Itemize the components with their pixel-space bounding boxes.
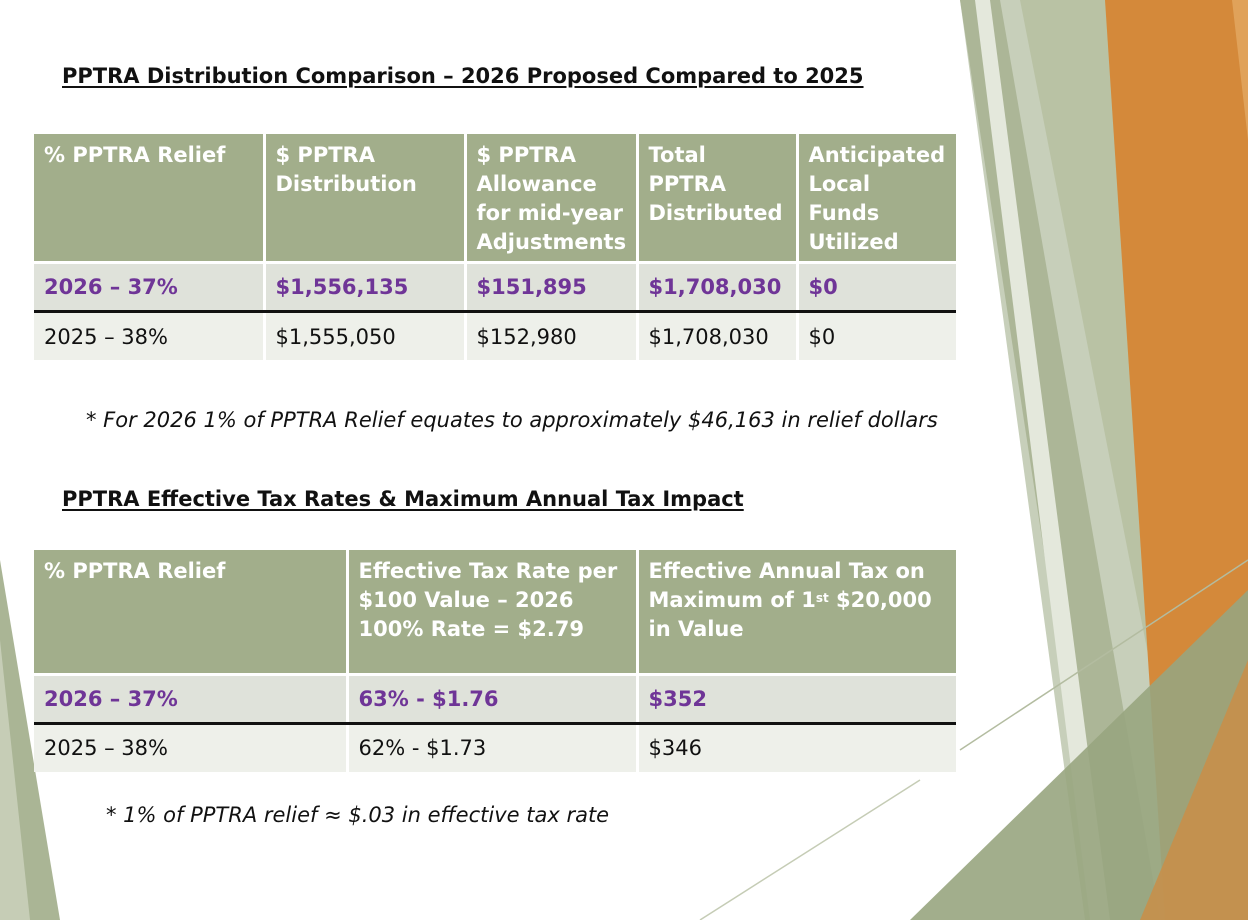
table-row-2025: 2025 – 38% $1,555,050 $152,980 $1,708,03… bbox=[34, 311, 956, 360]
cell-allowance: $152,980 bbox=[465, 311, 639, 360]
col-header-annual-tax-pre: Effective Annual Tax on Maximum of 1 bbox=[648, 559, 925, 612]
bg-line bbox=[959, 559, 1248, 751]
cell-effective-rate: 62% - $1.73 bbox=[347, 723, 639, 772]
col-header-relief: % PPTRA Relief bbox=[34, 550, 349, 676]
cell-local-funds: $0 bbox=[797, 311, 956, 360]
bg-shape-lower-green bbox=[910, 590, 1248, 920]
table2-title: PPTRA Effective Tax Rates & Maximum Annu… bbox=[62, 487, 744, 511]
cell-total: $1,708,030 bbox=[637, 262, 799, 313]
bg-line bbox=[699, 779, 921, 920]
col-header-allowance: $ PPTRA Allowance for mid-year Adjustmen… bbox=[465, 134, 639, 264]
col-header-annual-tax: Effective Annual Tax on Maximum of 1st $… bbox=[637, 550, 956, 676]
distribution-comparison-table: % PPTRA Relief $ PPTRA Distribution $ PP… bbox=[34, 134, 956, 360]
cell-effective-rate: 63% - $1.76 bbox=[347, 674, 639, 725]
bg-shape-left-light bbox=[0, 640, 30, 920]
bg-shape-orange-light bbox=[1215, 0, 1248, 140]
cell-annual-tax: $346 bbox=[637, 723, 956, 772]
col-header-total: Total PPTRA Distributed bbox=[637, 134, 799, 264]
bg-shape-lower-orange bbox=[1140, 660, 1248, 920]
bg-shape-pale bbox=[975, 0, 1110, 920]
col-header-annual-tax-post: $20,000 in Value bbox=[648, 588, 932, 641]
table1-footnote: * For 2026 1% of PPTRA Relief equates to… bbox=[86, 408, 938, 432]
table-header-row: % PPTRA Relief Effective Tax Rate per $1… bbox=[34, 550, 956, 676]
col-header-relief: % PPTRA Relief bbox=[34, 134, 266, 264]
table-row-2026: 2026 – 37% 63% - $1.76 $352 bbox=[34, 674, 956, 725]
cell-total: $1,708,030 bbox=[637, 311, 799, 360]
col-header-local-funds: Anticipated Local Funds Utilized bbox=[797, 134, 956, 264]
cell-relief: 2026 – 37% bbox=[34, 674, 349, 725]
cell-local-funds: $0 bbox=[797, 262, 956, 313]
table-row-2026: 2026 – 37% $1,556,135 $151,895 $1,708,03… bbox=[34, 262, 956, 313]
ordinal-suffix: st bbox=[815, 591, 829, 605]
table2-footnote: * 1% of PPTRA relief ≈ $.03 in effective… bbox=[106, 803, 610, 827]
cell-relief: 2025 – 38% bbox=[34, 723, 349, 772]
cell-allowance: $151,895 bbox=[465, 262, 639, 313]
effective-tax-rates-table: % PPTRA Relief Effective Tax Rate per $1… bbox=[34, 550, 956, 772]
cell-relief: 2026 – 37% bbox=[34, 262, 266, 313]
col-header-distribution: $ PPTRA Distribution bbox=[264, 134, 467, 264]
table-header-row: % PPTRA Relief $ PPTRA Distribution $ PP… bbox=[34, 134, 956, 264]
cell-relief: 2025 – 38% bbox=[34, 311, 266, 360]
col-header-effective-rate: Effective Tax Rate per $100 Value – 2026… bbox=[347, 550, 639, 676]
cell-distribution: $1,556,135 bbox=[264, 262, 467, 313]
table1-title: PPTRA Distribution Comparison – 2026 Pro… bbox=[62, 64, 864, 88]
cell-distribution: $1,555,050 bbox=[264, 311, 467, 360]
table-row-2025: 2025 – 38% 62% - $1.73 $346 bbox=[34, 723, 956, 772]
cell-annual-tax: $352 bbox=[637, 674, 956, 725]
